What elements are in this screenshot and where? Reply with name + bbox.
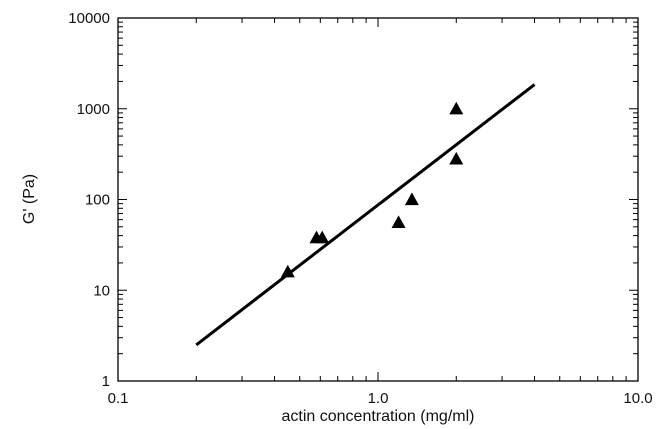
y-tick-label: 1	[102, 373, 110, 390]
y-tick-label: 10	[93, 282, 110, 299]
plot-frame	[117, 17, 639, 382]
data-point	[449, 101, 464, 115]
ticks	[117, 17, 639, 382]
y-tick-label: 100	[85, 192, 110, 209]
x-axis-title: actin concentration (mg/ml)	[282, 408, 475, 425]
data-point	[449, 151, 464, 165]
data-point	[404, 192, 419, 206]
data-point	[315, 230, 330, 244]
x-tick-label: 1.0	[368, 390, 389, 407]
data-points	[280, 101, 464, 278]
data-point	[280, 264, 295, 278]
x-tick-label: 0.1	[108, 390, 129, 407]
fit-line	[195, 83, 536, 347]
y-tick-label: 1000	[77, 101, 110, 118]
x-tick-label: 10.0	[623, 390, 652, 407]
tick-labels: 0.1 1.0 10.0 1 10 100 1000 10000	[68, 10, 652, 407]
y-tick-label: 10000	[68, 10, 110, 27]
data-point	[391, 215, 406, 228]
y-axis-title: G' (Pa)	[21, 174, 38, 224]
